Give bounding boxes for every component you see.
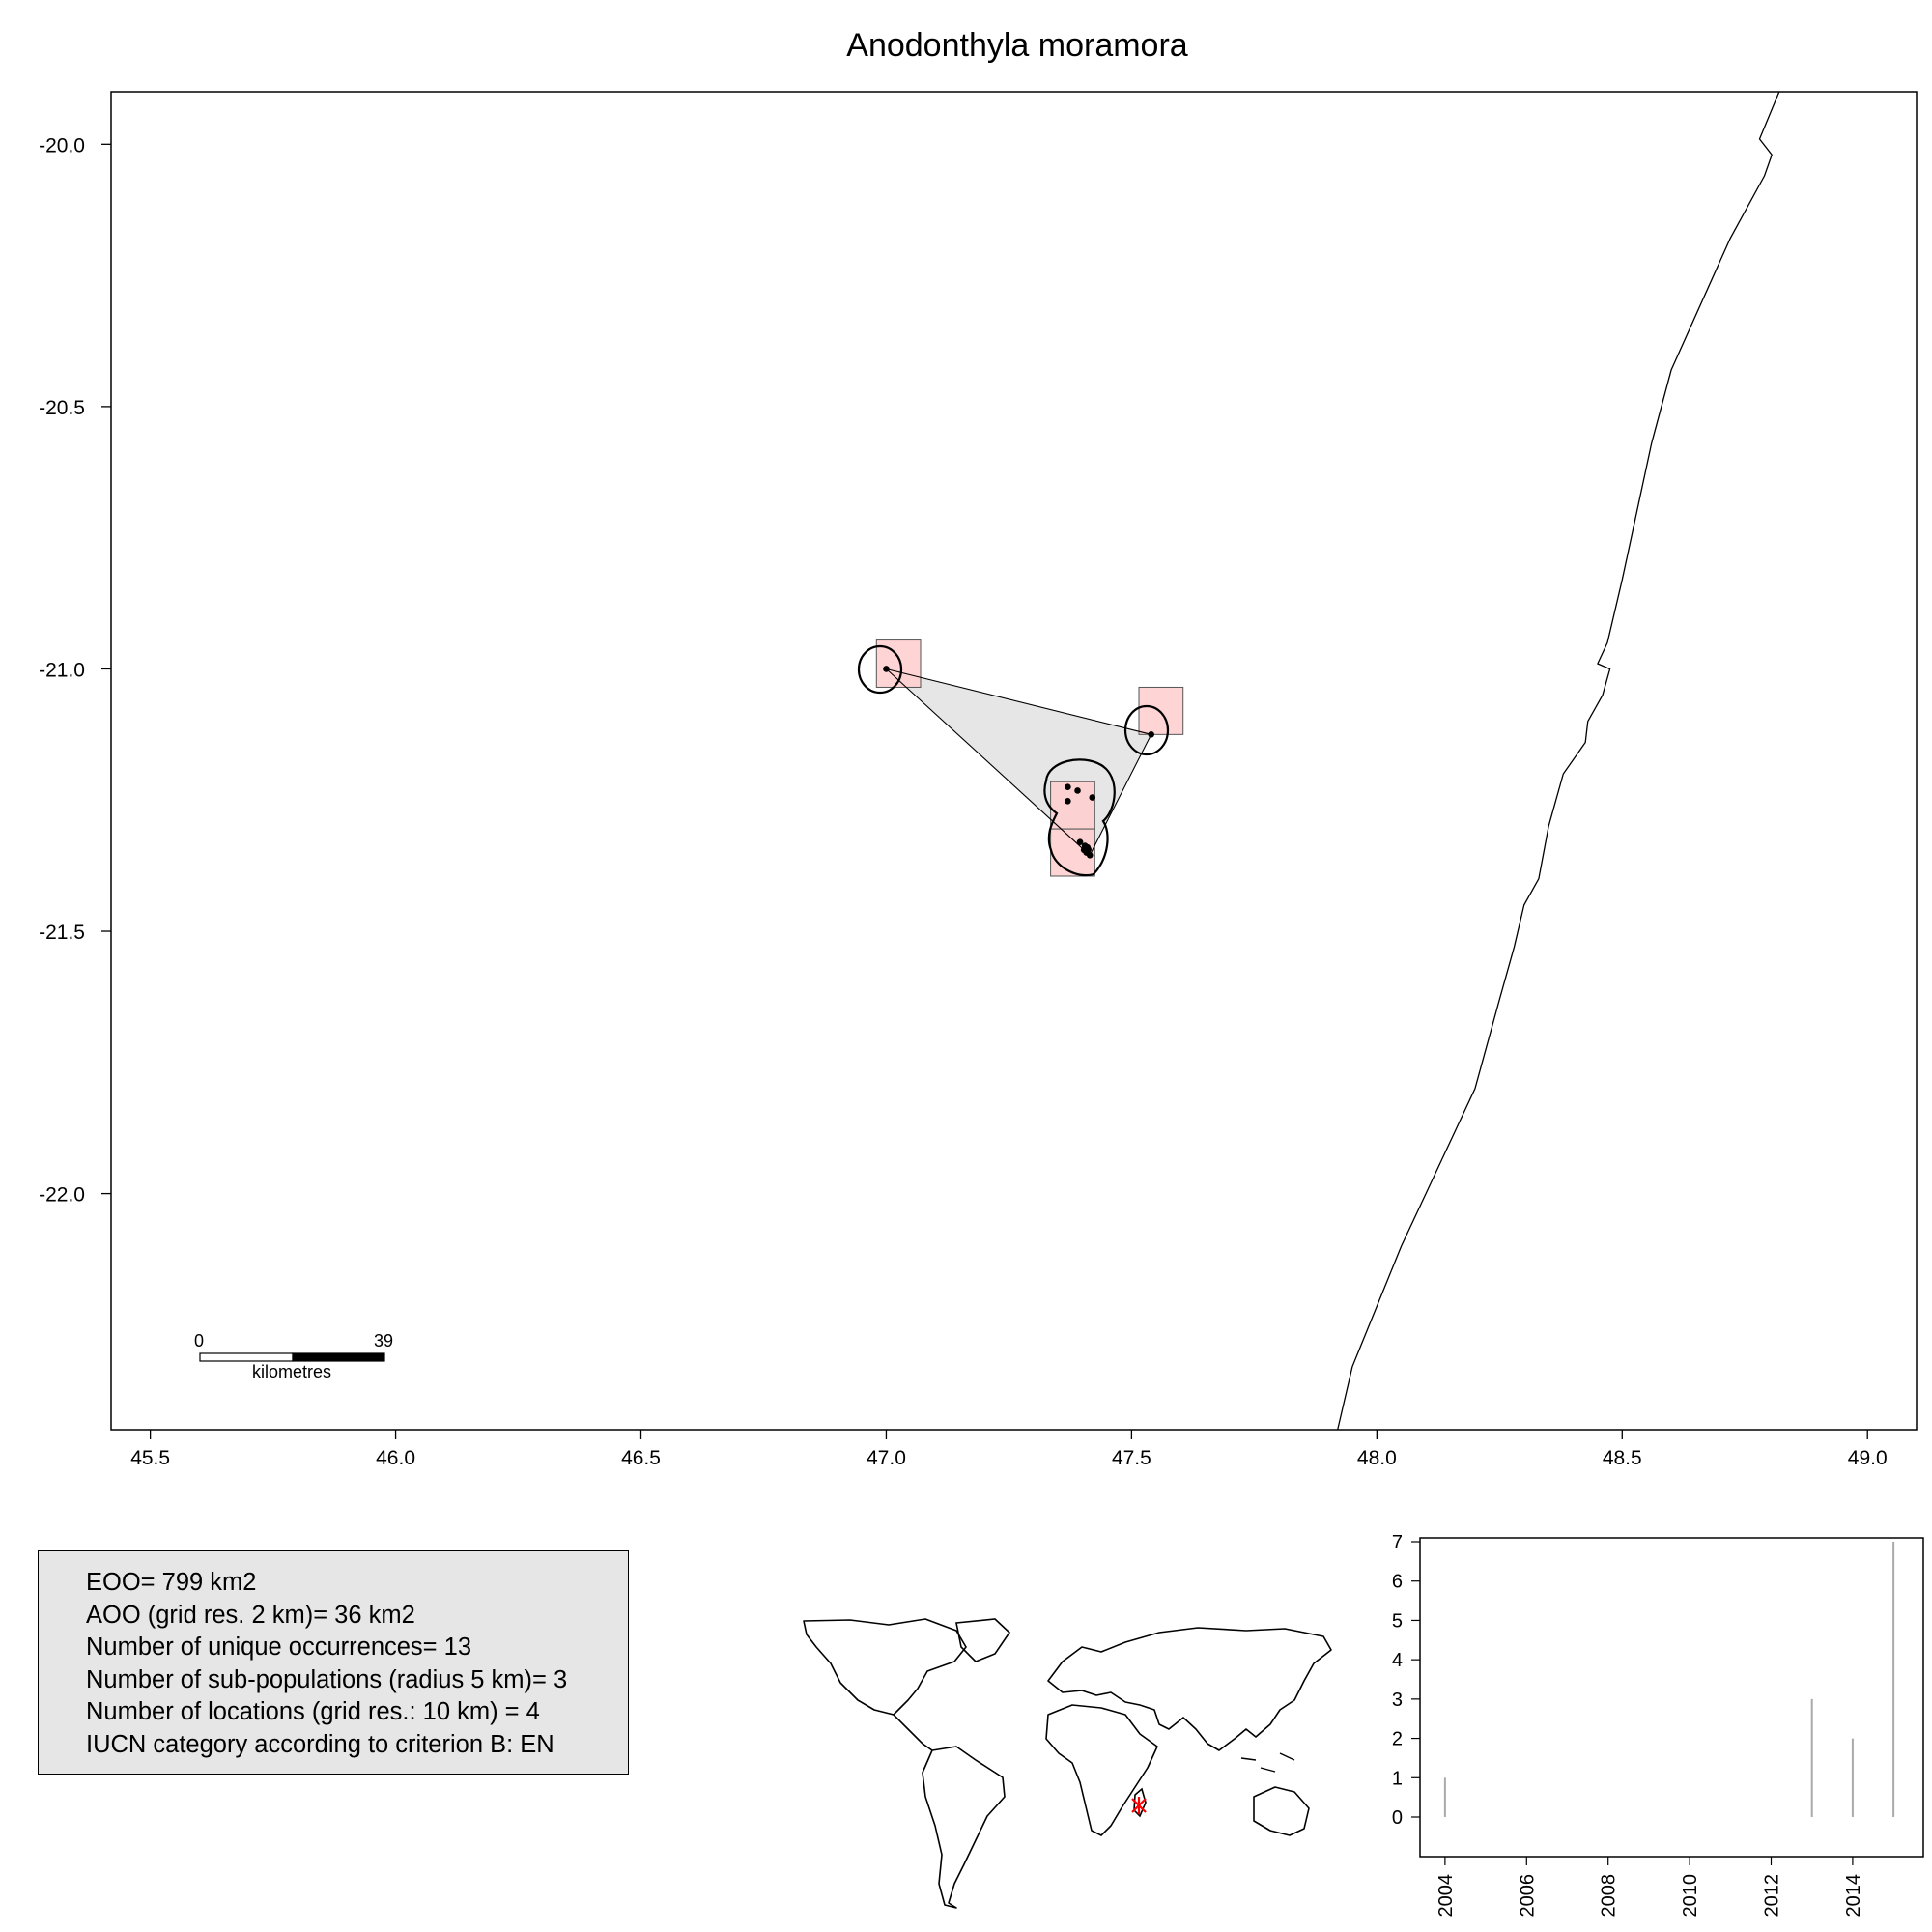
chart-bars <box>1443 1542 1895 1817</box>
chart-frame <box>1419 1537 1924 1858</box>
chart-y-tick-label: 5 <box>1392 1610 1403 1632</box>
chart-x-tick-label: 2014 <box>1843 1874 1864 1918</box>
main-map-panel: 45.5 46.0 46.5 47.0 47.5 48.0 48.5 49.0 -20.0-2… <box>39 91 1918 1469</box>
chart-y-tick-label: 7 <box>1392 1532 1403 1553</box>
aoo-stat: AOO (grid res. 2 km)= 36 km2 <box>86 1601 415 1629</box>
chart-x-axis: 2004 2006 2008 2010 2012 2014 <box>1435 1857 1864 1918</box>
southeast-asia-islands-outline <box>1240 1752 1295 1773</box>
occurrence-point <box>1065 783 1071 790</box>
x-tick-label: 48.0 <box>1357 1447 1397 1469</box>
chart-y-tick-label: 4 <box>1392 1650 1403 1671</box>
australia-outline <box>1253 1786 1310 1836</box>
occurrence-points <box>883 666 1155 859</box>
chart-y-tick-label: 6 <box>1392 1572 1403 1593</box>
aoo-grid-cell <box>1050 781 1095 830</box>
eoo-layer <box>886 668 1151 856</box>
chart-x-tick-label: 2010 <box>1680 1874 1701 1918</box>
occurrence-point <box>1074 787 1081 794</box>
scale-bar-end-label: 39 <box>374 1331 393 1350</box>
chart-x-tick-label: 2008 <box>1599 1874 1620 1918</box>
chart-y-axis: 0 1 2 3 4 5 6 7 <box>1392 1532 1420 1829</box>
scale-bar-start-label: 0 <box>194 1331 204 1350</box>
map-frame <box>110 91 1918 1431</box>
subpopulation-buffer <box>1123 704 1170 756</box>
coastline <box>1337 91 1780 1431</box>
subpopulation-buffer <box>1043 758 1116 877</box>
occurrence-point <box>883 666 890 672</box>
central-america-outline <box>893 1714 933 1751</box>
scale-bar: 0 39 kilometres <box>194 1331 393 1381</box>
map-y-axis: -20.0 -20.5 -21.0 -21.5 -22.0 <box>39 134 111 1207</box>
eoo-polygon <box>886 668 1151 856</box>
occurrence-point <box>1080 846 1088 854</box>
x-tick-label: 46.0 <box>376 1447 415 1469</box>
x-tick-label: 49.0 <box>1848 1447 1888 1469</box>
sub-population-buffers <box>857 644 1170 877</box>
chart-y-tick-label: 0 <box>1392 1807 1403 1829</box>
scale-bar-black-segment <box>292 1352 385 1362</box>
scale-bar-white-segment <box>199 1352 294 1362</box>
europe-asia-outline <box>1047 1627 1332 1751</box>
locations-stat: Number of locations (grid res.: 10 km) =… <box>86 1698 540 1725</box>
chart-x-tick-label: 2004 <box>1435 1874 1457 1918</box>
chart-y-tick-label: 3 <box>1392 1690 1403 1711</box>
unique-occurrences-stat: Number of unique occurrences= 13 <box>86 1634 472 1661</box>
x-tick-label: 46.5 <box>621 1447 661 1469</box>
iucn-category-stat: IUCN category according to criterion B: … <box>86 1730 554 1758</box>
y-tick-label: -20.0 <box>39 134 85 156</box>
occurrence-marker-icon <box>1131 1797 1147 1814</box>
eoo-edges <box>886 668 1152 857</box>
occurrence-point <box>1065 798 1071 805</box>
occurrence-point <box>1148 731 1155 738</box>
occurrence-point <box>1089 794 1096 801</box>
scale-bar-unit-label: kilometres <box>252 1362 331 1381</box>
map-title: Anodonthyla moramora <box>846 27 1188 64</box>
chart-y-tick-label: 2 <box>1392 1729 1403 1750</box>
x-tick-label: 45.5 <box>130 1447 170 1469</box>
occurrence-point <box>1076 838 1084 845</box>
chart-y-tick-label: 1 <box>1392 1768 1403 1789</box>
south-america-outline <box>922 1746 1006 1909</box>
aoo-grid-cell <box>1138 686 1184 735</box>
y-tick-label: -21.0 <box>39 659 85 681</box>
inset-world-map <box>803 1618 1332 1909</box>
x-tick-label: 47.5 <box>1112 1447 1151 1469</box>
x-tick-label: 48.5 <box>1603 1447 1642 1469</box>
x-tick-label: 47.0 <box>867 1447 906 1469</box>
greenland-outline <box>955 1618 1011 1662</box>
subpopulation-buffer <box>857 644 903 695</box>
y-tick-label: -22.0 <box>39 1184 85 1207</box>
y-tick-label: -21.5 <box>39 922 85 944</box>
chart-x-tick-label: 2006 <box>1517 1874 1538 1918</box>
africa-outline <box>1045 1704 1158 1836</box>
collection-year-chart: 0 1 2 3 4 5 6 7 2004 2006 2008 2010 2012 2014 <box>1392 1532 1924 1918</box>
eoo-outline <box>886 668 1152 857</box>
statistics-box: EOO= 799 km2 AOO (grid res. 2 km)= 36 km… <box>38 1550 629 1775</box>
map-x-axis: 45.5 46.0 46.5 47.0 47.5 48.0 48.5 49.0 <box>130 1430 1888 1469</box>
y-tick-label: -20.5 <box>39 397 85 419</box>
chart-x-tick-label: 2012 <box>1762 1874 1783 1918</box>
subpopulations-stat: Number of sub-populations (radius 5 km)=… <box>86 1665 568 1693</box>
north-america-outline <box>803 1618 967 1716</box>
eoo-stat: EOO= 799 km2 <box>86 1569 257 1596</box>
occurrence-point <box>1086 851 1094 859</box>
